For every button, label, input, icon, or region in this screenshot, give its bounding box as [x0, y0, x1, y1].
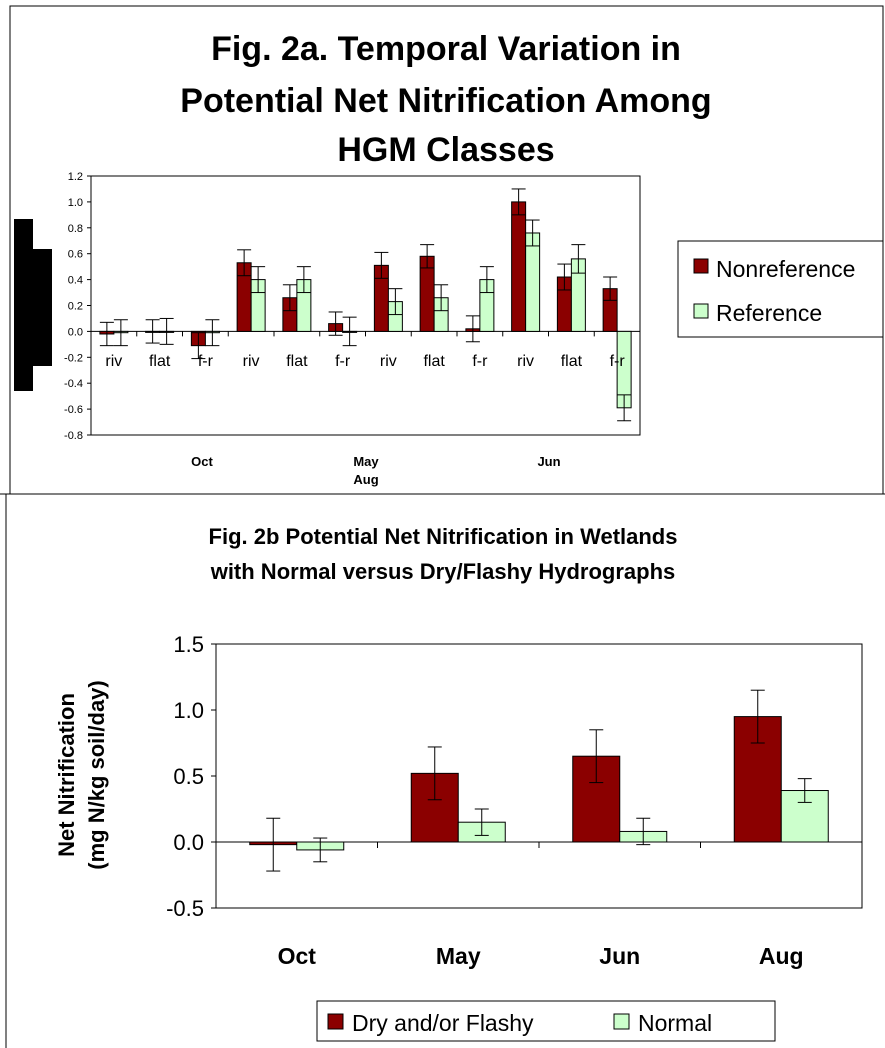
chart-2a-title-line-3: HGM Classes — [337, 131, 554, 169]
chart-2a-ytick-label: 1.0 — [68, 197, 83, 209]
chart-2a-category-label: f-r — [610, 353, 626, 370]
legend-label-nonreference: Nonreference — [716, 256, 855, 282]
chart-2a-plot-frame — [90, 175, 641, 436]
chart-2b-category-label: Aug — [759, 943, 804, 969]
left-black-bar-2 — [33, 249, 52, 366]
legend-swatch-dry-flashy — [327, 1013, 344, 1030]
chart-2b-ylabel: Net Nitrification — [54, 693, 79, 857]
chart-2a-category-label: riv — [517, 353, 534, 370]
chart-2b-bars — [249, 689, 829, 872]
chart-2b-ytick-label: 0.0 — [173, 830, 204, 855]
chart-2b-category-labels: Oct May Jun Aug — [278, 943, 804, 969]
chart-2a-ytick-label: 0.4 — [68, 275, 83, 287]
chart-2a-category-labels: riv flat f-r riv flat f-r riv flat f-r riv flat f-r — [105, 353, 625, 370]
chart-2b-plot: 1.5 1.0 0.5 0.0 -0.5 Oct May Jun Aug — [166, 632, 863, 969]
chart-2a-category-label: f-r — [472, 353, 488, 370]
chart-2a-ytick-label: 1.2 — [68, 171, 83, 183]
chart-2b-ticks: 1.5 1.0 0.5 0.0 -0.5 — [166, 632, 863, 921]
chart-2a-category-label: riv — [243, 353, 260, 370]
legend-label-normal: Normal — [638, 1010, 712, 1036]
chart-2a-title-line-1: Fig. 2a. Temporal Variation in — [211, 30, 681, 68]
chart-2a-legend-frame — [677, 240, 884, 338]
chart-2b-title-line-1: Fig. 2b Potential Net Nitrification in W… — [209, 524, 678, 549]
chart-2b-legend: Dry and/or Flashy Normal — [316, 1000, 776, 1042]
chart-2b-legend-frame — [316, 1000, 776, 1042]
chart-2b-category-label: Jun — [599, 943, 640, 969]
chart-2a-ytick-label: 0.2 — [68, 301, 83, 313]
chart-2a-ytick-label: -0.4 — [64, 378, 83, 390]
legend-swatch-nonreference — [693, 258, 709, 274]
chart-2a-ytick-label: -0.6 — [64, 404, 83, 416]
chart-2a-title-line-2: Potential Net Nitrification Among — [180, 82, 711, 120]
chart-2a-category-label: flat — [561, 353, 583, 370]
chart-2a-group-label-jun: Jun — [537, 454, 560, 469]
chart-2a-group-label-oct: Oct — [191, 454, 213, 469]
chart-2a-category-label: f-r — [335, 353, 351, 370]
left-black-bar-1 — [14, 219, 33, 391]
chart-2a-bar-nonreference-9 — [511, 201, 527, 332]
legend-label-reference: Reference — [716, 300, 822, 326]
chart-2a-ytick-label: 0.8 — [68, 223, 83, 235]
chart-2a-legend: Nonreference Reference — [677, 240, 884, 338]
chart-2b-ytick-label: -0.5 — [166, 896, 204, 921]
chart-2b-ytick-label: 1.0 — [173, 698, 204, 723]
chart-2a-category-label: riv — [380, 353, 397, 370]
chart-2a-group-label-may: May — [353, 454, 379, 469]
legend-swatch-reference — [693, 303, 709, 319]
chart-2a-plot: 1.2 1.0 0.8 0.6 0.4 0.2 0.0 -0.2 -0.4 -0.6 -0.8 ri… — [64, 171, 641, 442]
chart-2a-ytick-label: 0.0 — [68, 326, 83, 338]
chart-2a-category-label: f-r — [198, 353, 214, 370]
chart-2a-category-label: flat — [149, 353, 171, 370]
chart-2a-group-label-aug: Aug — [353, 472, 378, 487]
legend-label-dry-flashy: Dry and/or Flashy — [352, 1010, 534, 1036]
chart-2a-ticks: 1.2 1.0 0.8 0.6 0.4 0.2 0.0 -0.2 -0.4 -0.6 -0.8 — [64, 171, 641, 442]
chart-2a-ytick-label: -0.8 — [64, 430, 83, 442]
chart-2b-category-label: Oct — [278, 943, 317, 969]
legend-swatch-normal — [613, 1013, 630, 1030]
chart-2a-bar-reference-9 — [525, 232, 541, 332]
chart-2a-bars — [99, 188, 632, 422]
chart-2a-ytick-label: 0.6 — [68, 249, 83, 261]
chart-2a-category-label: flat — [286, 353, 308, 370]
chart-2a-category-label: flat — [423, 353, 445, 370]
chart-2a-ytick-label: -0.2 — [64, 352, 83, 364]
chart-2b-title-line-2: with Normal versus Dry/Flashy Hydrograph… — [210, 559, 676, 584]
chart-2a-category-label: riv — [105, 353, 122, 370]
chart-2b-ytick-label: 0.5 — [173, 764, 204, 789]
chart-2b-ytick-label: 1.5 — [173, 632, 204, 657]
chart-2b-ylabel-units: (mg N/kg soil/day) — [84, 680, 109, 869]
chart-2b-category-label: May — [436, 943, 481, 969]
